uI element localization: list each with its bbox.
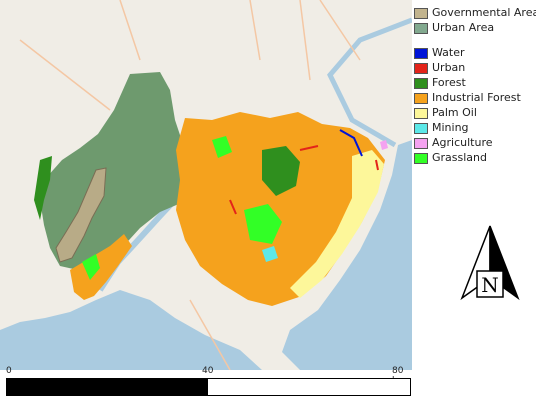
agriculture-patch — [380, 140, 388, 150]
legend-swatch — [414, 77, 428, 89]
legend-label: Water — [432, 46, 465, 59]
legend-item-urban-area: Urban Area — [414, 21, 536, 35]
legend-item-palm-oil: Palm Oil — [414, 106, 536, 120]
roads — [19, 0, 361, 370]
legend-swatch — [414, 47, 428, 59]
governmental-area-region — [55, 167, 107, 263]
legend-item-grassland: Grassland — [414, 151, 536, 165]
legend-spacer — [414, 36, 536, 46]
legend-swatch — [414, 62, 428, 74]
water-river-east — [339, 129, 363, 157]
legend-label: Palm Oil — [432, 106, 477, 119]
legend-label: Governmental Area — [432, 6, 536, 19]
legend-label: Agriculture — [432, 136, 493, 149]
legend-swatch — [414, 152, 428, 164]
legend-swatch — [414, 107, 428, 119]
north-arrow-icon: N — [460, 225, 520, 301]
legend-swatch — [414, 137, 428, 149]
legend-swatch — [414, 122, 428, 134]
legend: Governmental Area Urban Area Water Urban… — [414, 6, 536, 166]
scale-tick-0: 0 — [6, 366, 12, 376]
grassland-patch-center — [244, 204, 282, 244]
legend-item-governmental-area: Governmental Area — [414, 6, 536, 20]
north-letter-box — [476, 270, 504, 298]
legend-swatch — [414, 7, 428, 19]
legend-label: Forest — [432, 76, 466, 89]
legend-label: Industrial Forest — [432, 91, 521, 104]
scale-tick-40: 40 — [202, 366, 214, 376]
legend-label: Urban — [432, 61, 466, 74]
legend-swatch — [414, 22, 428, 34]
palm-oil-coast — [290, 150, 384, 298]
estuary-water — [0, 290, 262, 370]
legend-item-forest: Forest — [414, 76, 536, 90]
legend-item-mining: Mining — [414, 121, 536, 135]
mining-patch — [262, 246, 278, 262]
legend-item-industrial-forest: Industrial Forest — [414, 91, 536, 105]
legend-swatch — [414, 92, 428, 104]
legend-label: Mining — [432, 121, 469, 134]
forest-patch-east — [262, 146, 300, 196]
legend-item-water: Water — [414, 46, 536, 60]
grassland-patch-north — [212, 136, 232, 158]
legend-label: Urban Area — [432, 21, 495, 34]
scale-segment-white — [207, 378, 411, 396]
urban-spots — [229, 145, 379, 215]
sea-water — [282, 140, 412, 370]
legend-item-agriculture: Agriculture — [414, 136, 536, 150]
legend-item-urban: Urban — [414, 61, 536, 75]
southwest-grassland — [82, 254, 100, 280]
southwest-strip — [70, 234, 132, 300]
scale-bar: 0 40 80 km — [6, 366, 412, 400]
north-letter: N — [481, 273, 499, 297]
land-use-map — [0, 0, 412, 370]
legend-label: Grassland — [432, 151, 487, 164]
upper-river — [327, 17, 412, 148]
scale-segment-black — [6, 378, 208, 396]
forest-west-fringe — [34, 156, 52, 220]
